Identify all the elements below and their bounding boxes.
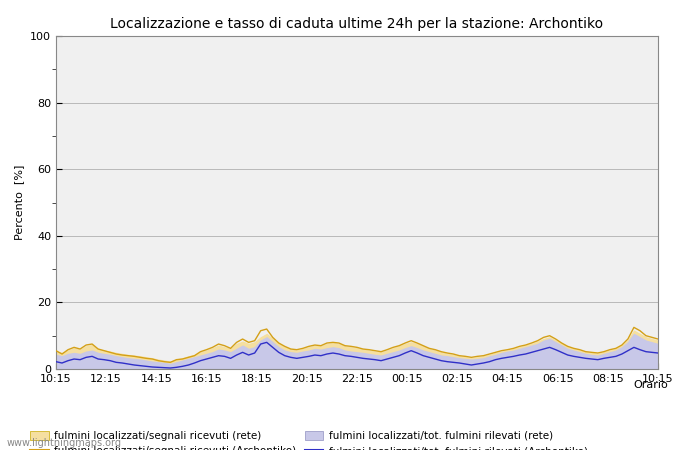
Y-axis label: Percento  [%]: Percento [%] bbox=[15, 165, 24, 240]
Legend: fulmini localizzati/segnali ricevuti (rete), fulmini localizzati/segnali ricevut: fulmini localizzati/segnali ricevuti (re… bbox=[30, 431, 587, 450]
Text: Orario: Orario bbox=[634, 380, 668, 390]
Text: www.lightningmaps.org: www.lightningmaps.org bbox=[7, 438, 122, 448]
Title: Localizzazione e tasso di caduta ultime 24h per la stazione: Archontiko: Localizzazione e tasso di caduta ultime … bbox=[111, 17, 603, 31]
